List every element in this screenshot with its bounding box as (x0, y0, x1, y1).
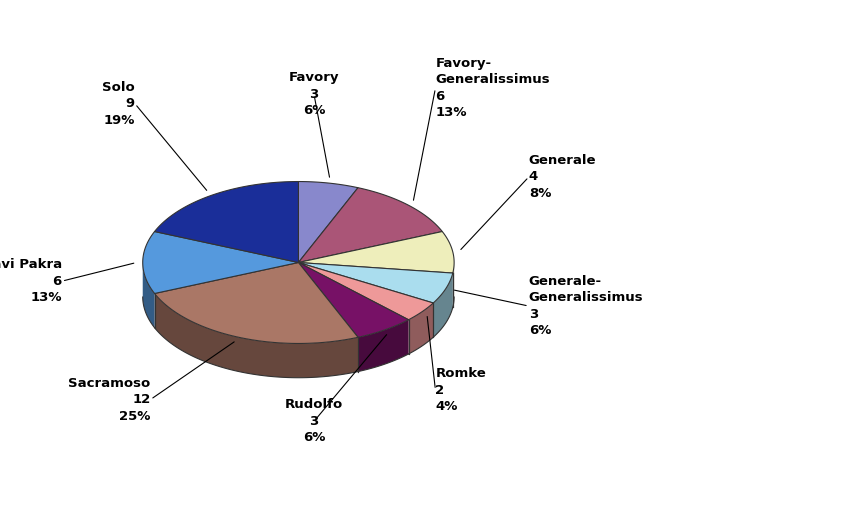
Text: Siglavi Pakra
6
13%: Siglavi Pakra 6 13% (0, 258, 61, 304)
PathPatch shape (143, 232, 298, 293)
Text: Solo
9
19%: Solo 9 19% (102, 81, 135, 127)
PathPatch shape (298, 188, 442, 262)
PathPatch shape (298, 262, 452, 303)
Text: Generale
4
8%: Generale 4 8% (529, 154, 596, 200)
Text: Favory-
Generalissimus
6
13%: Favory- Generalissimus 6 13% (435, 57, 550, 119)
PathPatch shape (298, 232, 454, 273)
Polygon shape (408, 303, 433, 354)
PathPatch shape (155, 182, 298, 262)
Polygon shape (155, 293, 358, 377)
Text: Generale-
Generalissimus
3
6%: Generale- Generalissimus 3 6% (529, 275, 644, 338)
Text: Sacramoso
12
25%: Sacramoso 12 25% (68, 376, 151, 423)
Polygon shape (358, 320, 408, 372)
Text: Romke
2
4%: Romke 2 4% (435, 367, 486, 413)
PathPatch shape (298, 182, 358, 262)
Polygon shape (143, 263, 155, 328)
PathPatch shape (298, 262, 408, 337)
PathPatch shape (298, 262, 433, 320)
Polygon shape (452, 263, 454, 307)
PathPatch shape (155, 262, 358, 343)
Text: Favory
3
6%: Favory 3 6% (289, 71, 339, 118)
Text: Rudolfo
3
6%: Rudolfo 3 6% (285, 398, 343, 444)
Polygon shape (433, 273, 452, 337)
